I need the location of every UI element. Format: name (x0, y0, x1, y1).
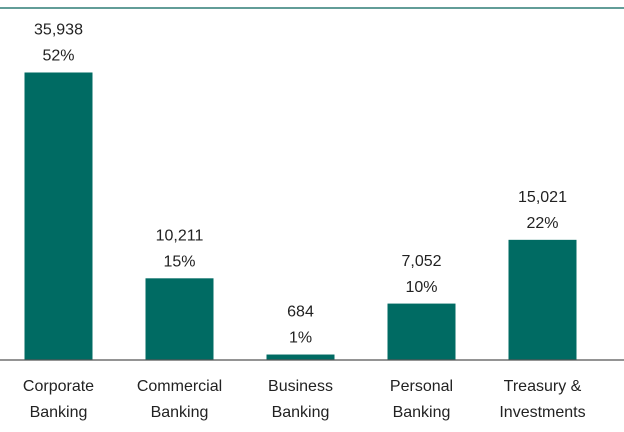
bar (266, 354, 335, 360)
share-label: 10% (405, 279, 437, 296)
value-label: 35,938 (34, 22, 83, 39)
bar (508, 239, 577, 360)
value-label: 7,052 (401, 253, 441, 270)
share-label: 22% (526, 215, 558, 232)
x-tick-label: Corporate Banking (22, 378, 95, 421)
share-label: 1% (289, 330, 312, 347)
value-label: 10,211 (156, 228, 204, 245)
value-label: 684 (287, 304, 314, 321)
share-label: 52% (42, 48, 74, 65)
x-tick-label: Commercial Banking (136, 378, 223, 421)
bar (387, 303, 456, 360)
value-label: 15,021 (518, 189, 567, 206)
x-tick-label: Treasury & Investments (499, 378, 586, 421)
share-label: 15% (163, 254, 195, 271)
x-tick-label: Personal Banking (389, 378, 454, 421)
x-tick-label: Business Banking (268, 378, 333, 421)
bar (24, 72, 93, 360)
bar (145, 278, 214, 360)
